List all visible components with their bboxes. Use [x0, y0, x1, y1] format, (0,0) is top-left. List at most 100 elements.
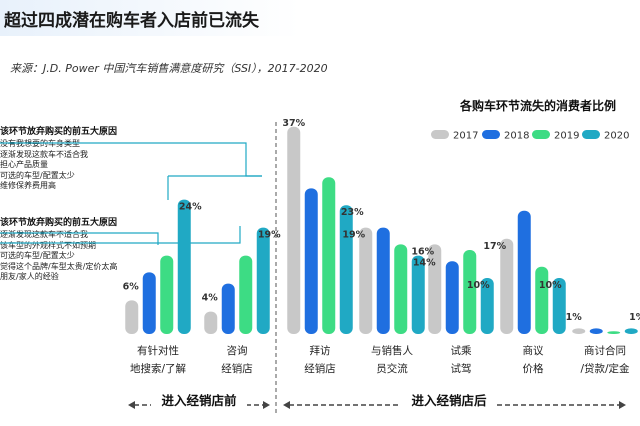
data-label: 10% [467, 280, 490, 291]
source-note: 来源：J.D. Power 中国汽车销售满意度研究（SSI），2017-2020 [10, 62, 328, 75]
reason-item: 维修保养费用高 [0, 181, 56, 190]
page-title: 超过四成潜在购车者入店前已流失 [4, 11, 259, 31]
phase-markers: 进入经销店前 进入经销店后 [128, 122, 626, 414]
data-label: 6% [123, 281, 140, 292]
bar-2019 [239, 255, 253, 334]
bar-2020 [480, 278, 494, 334]
category-label: 经销店 [304, 362, 336, 375]
bar-2020 [552, 278, 566, 334]
category-label: 拜访 [310, 345, 331, 357]
data-label: 16% [411, 246, 434, 257]
reason-heading: 该环节放弃购买的前五大原因 [0, 127, 118, 137]
bar-2018 [589, 328, 603, 334]
phase-after-arrowhead-left [283, 401, 290, 409]
connector-line [0, 226, 241, 244]
bar-2019 [322, 177, 336, 334]
bar-2017 [572, 328, 586, 334]
bar-2019 [394, 244, 408, 334]
data-label: 4% [202, 293, 219, 304]
data-labels: 6% 24% 4% 19% 37% 23% 19% 14%16% 10% 17% 10% 1% 1% [123, 118, 640, 323]
bar-2017 [359, 227, 373, 334]
bar-2020 [624, 328, 638, 334]
category-label: 商讨合同 [584, 344, 626, 357]
connector-lines [0, 142, 262, 245]
legend-swatch [431, 130, 449, 139]
connector-line [0, 232, 159, 245]
legend-swatch [482, 130, 500, 139]
bar-2018 [376, 227, 390, 334]
bar-2018 [304, 188, 318, 334]
title-bar: 超过四成潜在购车者入店前已流失 [0, 0, 640, 36]
data-label: 17% [483, 241, 506, 252]
phase-label: 进入经销店后 [411, 393, 487, 408]
legend-label: 2017 [453, 131, 478, 142]
reason-item: 可选的车型/配置太少 [0, 251, 75, 260]
reason-list: 逐渐发现这款车不适合我 该车型的外观样式不如预期 可选的车型/配置太少 觉得这个… [0, 230, 132, 283]
legend: 2017 2018 2019 2020 [431, 130, 629, 142]
category-label: 员交流 [376, 362, 408, 375]
category-label: 试驾 [451, 363, 472, 375]
reason-item: 朋友/家人的经验 [0, 272, 59, 281]
bar-2019 [160, 255, 174, 334]
bar-2019 [535, 266, 549, 334]
reason-box-consult: 该环节放弃购买的前五大原因 逐渐发现这款车不适合我 该车型的外观样式不如预期 可… [0, 215, 132, 283]
legend-label: 2020 [604, 131, 629, 142]
bar-2018 [445, 261, 459, 334]
data-label: 19% [342, 230, 365, 241]
legend-swatch [582, 130, 600, 139]
phase-before-arrowhead-right [263, 401, 270, 409]
bar-2018 [221, 283, 235, 334]
bar-2017 [204, 311, 218, 334]
bar-2018 [517, 210, 531, 334]
data-label: 10% [539, 280, 562, 291]
bar-2017 [125, 300, 139, 334]
category-label: 经销店 [221, 362, 253, 375]
chart-title: 各购车环节流失的消费者比例 [459, 99, 616, 113]
data-label: 19% [258, 230, 281, 241]
title-accent [0, 0, 300, 36]
data-label: 37% [282, 118, 305, 129]
connector-line [0, 142, 262, 177]
category-label: 价格 [523, 362, 544, 375]
legend-label: 2018 [504, 131, 529, 142]
data-label: 1% [629, 312, 640, 323]
phase-label-bg [151, 391, 247, 409]
data-label: 1% [566, 312, 583, 323]
category-label: 与销售人 [371, 344, 413, 357]
bar-2019 [463, 250, 477, 334]
category-label: 有针对性 [137, 344, 179, 357]
legend-label: 2019 [554, 131, 579, 142]
bar-2020 [339, 205, 353, 334]
bars [125, 126, 638, 334]
reason-heading: 该环节放弃购买的前五大原因 [0, 218, 118, 228]
phase-label-bg [401, 391, 497, 409]
bar-2020 [177, 199, 191, 334]
reason-item: 该车型的外观样式不如预期 [0, 240, 96, 250]
category-label: 试乘 [451, 345, 472, 357]
data-label: 14% [413, 258, 436, 269]
category-label: /贷款/定金 [580, 362, 630, 375]
phase-label: 进入经销店前 [161, 393, 237, 408]
bar-2018 [142, 272, 156, 334]
bar-2017 [428, 244, 442, 334]
reason-item: 觉得这个品牌/车型太贵/定价太高 [0, 261, 118, 271]
bar-2020 [256, 227, 270, 334]
category-label: 商议 [523, 344, 544, 357]
bar-2020 [411, 255, 425, 334]
reason-item: 可选的车型/配置太少 [0, 170, 75, 180]
legend-swatch [532, 130, 550, 139]
phase-after-arrowhead-right [619, 401, 626, 409]
reason-item: 逐渐发现这款车不适合我 [0, 230, 88, 239]
bar-2019 [607, 331, 621, 334]
bar-2017 [500, 238, 514, 334]
reason-item: 逐渐发现这款车不适合我 [0, 149, 88, 159]
category-label: 咨询 [227, 344, 248, 357]
bar-2017 [287, 126, 301, 334]
data-label: 23% [341, 207, 364, 218]
data-label: 24% [179, 202, 202, 213]
phase-before-arrowhead-left [128, 401, 135, 409]
category-label: 地搜索/了解 [130, 362, 187, 375]
reason-item: 担心产品质量 [0, 160, 48, 169]
